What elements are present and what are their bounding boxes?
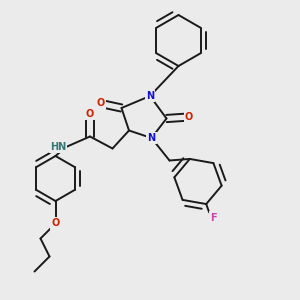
- Text: N: N: [147, 133, 156, 143]
- Text: F: F: [210, 213, 217, 223]
- Text: O: O: [185, 112, 193, 122]
- Text: O: O: [96, 98, 105, 109]
- Text: O: O: [86, 109, 94, 119]
- Text: HN: HN: [50, 142, 66, 152]
- Text: N: N: [146, 91, 154, 101]
- Text: O: O: [51, 218, 60, 229]
